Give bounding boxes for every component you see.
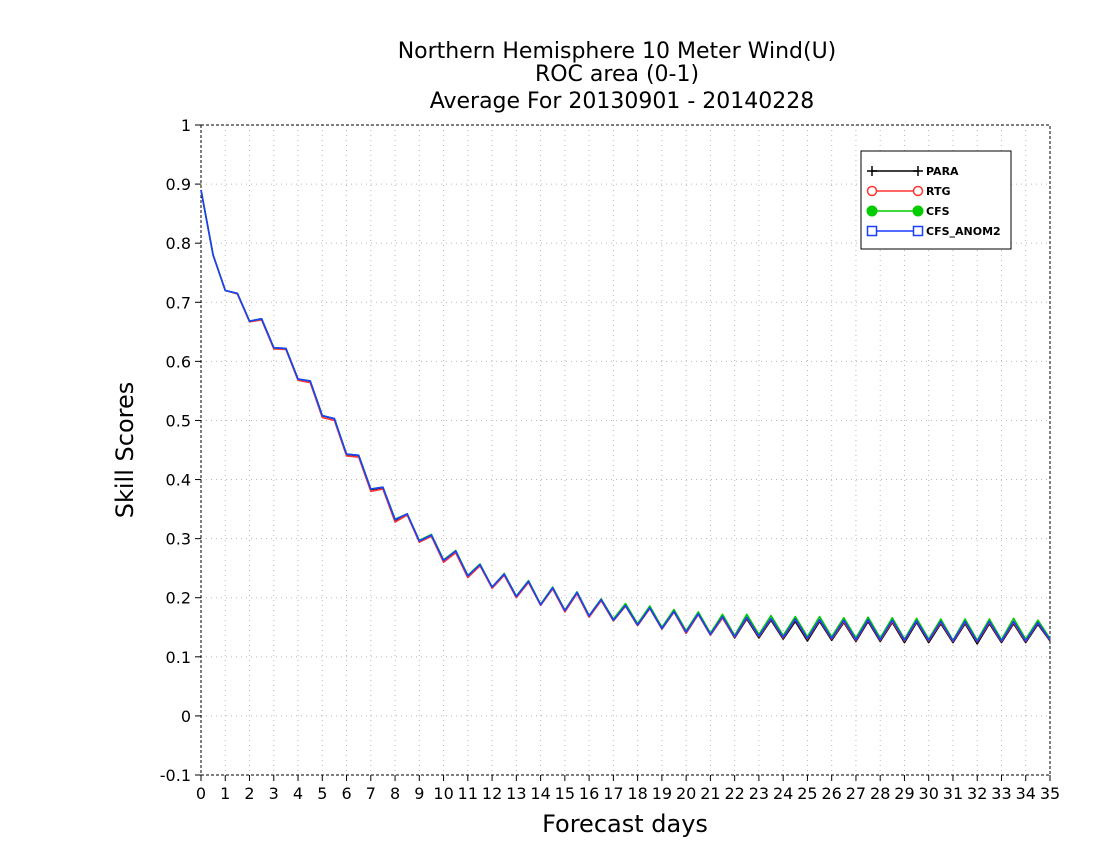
x-tick-label: 19 [652, 784, 672, 803]
series-lines [200, 189, 1051, 645]
x-tick-label: 29 [894, 784, 914, 803]
legend-marker-cfs-anom2 [912, 225, 924, 237]
y-tick-label: 0.2 [166, 589, 191, 608]
y-tick-label: 0.9 [166, 175, 191, 194]
x-tick-label: 21 [700, 784, 720, 803]
y-tick-label: 0.7 [166, 293, 191, 312]
legend-marker-cfs [866, 205, 878, 217]
x-tick-label: 23 [749, 784, 769, 803]
grid [201, 125, 1050, 775]
x-tick-label: 7 [366, 784, 376, 803]
legend-marker-rtg [866, 185, 878, 197]
x-tick-label: 10 [433, 784, 453, 803]
x-tick-label: 9 [414, 784, 424, 803]
legend-marker-rtg [912, 185, 924, 197]
legend-label-cfs: CFS [926, 205, 950, 218]
x-tick-label: 24 [773, 784, 793, 803]
x-tick-label: 32 [967, 784, 987, 803]
x-tick-label: 30 [919, 784, 939, 803]
x-tick-label: 28 [870, 784, 890, 803]
legend-label-para: PARA [926, 165, 959, 178]
x-tick-label: 12 [482, 784, 502, 803]
y-tick-label: 0.8 [166, 234, 191, 253]
x-tick-label: 6 [341, 784, 351, 803]
x-axis-ticks: 0 1 2 3 4 5 6 7 8 9 10 11 12 13 14 15 16 17 18 19 20 21 22 23 24… [196, 775, 1060, 803]
y-tick-label: 0 [181, 707, 191, 726]
chart-title: Northern Hemisphere 10 Meter Wind(U) ROC… [398, 39, 837, 114]
y-tick-label: 0.1 [166, 648, 191, 667]
x-tick-label: 15 [555, 784, 575, 803]
x-tick-label: 3 [269, 784, 279, 803]
x-tick-label: 1 [220, 784, 230, 803]
x-tick-label: 4 [293, 784, 303, 803]
y-tick-label: 0.6 [166, 352, 191, 371]
series-line-cfs [200, 189, 1051, 642]
x-tick-label: 8 [390, 784, 400, 803]
x-tick-label: 33 [991, 784, 1011, 803]
x-tick-label: 31 [943, 784, 963, 803]
y-tick-label: 1 [181, 116, 191, 135]
series-line-cfs-anom2 [200, 189, 1051, 643]
y-axis-ticks: -0.1 0 0.1 0.2 0.3 0.4 0.5 0.6 0.7 0.8 0.9 1 [160, 116, 201, 785]
series-line-rtg [200, 189, 1051, 643]
x-tick-label: 34 [1016, 784, 1036, 803]
x-tick-label: 18 [627, 784, 647, 803]
x-tick-label: 26 [822, 784, 842, 803]
legend-marker-cfs-anom2 [866, 225, 878, 237]
x-tick-label: 22 [724, 784, 744, 803]
x-tick-label: 25 [797, 784, 817, 803]
x-tick-label: 35 [1040, 784, 1060, 803]
title-line-3: Average For 20130901 - 20140228 [430, 89, 815, 114]
legend-label-cfs-anom2: CFS_ANOM2 [926, 225, 1001, 238]
plot-frame [200, 124, 1051, 776]
x-tick-label: 27 [846, 784, 866, 803]
y-axis-label: Skill Scores [111, 382, 139, 519]
legend: PARA RTG CFS CFS_ANOM2 [860, 150, 1012, 250]
x-tick-label: 5 [317, 784, 327, 803]
y-tick-label: 0.5 [166, 411, 191, 430]
y-tick-label: 0.4 [166, 471, 191, 490]
title-line-2: ROC area (0-1) [535, 62, 699, 87]
legend-marker-cfs [912, 205, 924, 217]
x-tick-label: 11 [458, 784, 478, 803]
x-tick-label: 2 [244, 784, 254, 803]
x-tick-label: 20 [676, 784, 696, 803]
legend-label-rtg: RTG [926, 185, 951, 198]
y-tick-label: 0.3 [166, 530, 191, 549]
x-tick-label: 13 [506, 784, 526, 803]
x-tick-label: 16 [579, 784, 599, 803]
y-tick-label: -0.1 [160, 766, 191, 785]
title-line-1: Northern Hemisphere 10 Meter Wind(U) [398, 39, 837, 64]
x-tick-label: 0 [196, 784, 206, 803]
x-tick-label: 17 [603, 784, 623, 803]
x-tick-label: 14 [530, 784, 550, 803]
legend-box [860, 150, 1012, 250]
x-axis-label: Forecast days [542, 810, 708, 838]
